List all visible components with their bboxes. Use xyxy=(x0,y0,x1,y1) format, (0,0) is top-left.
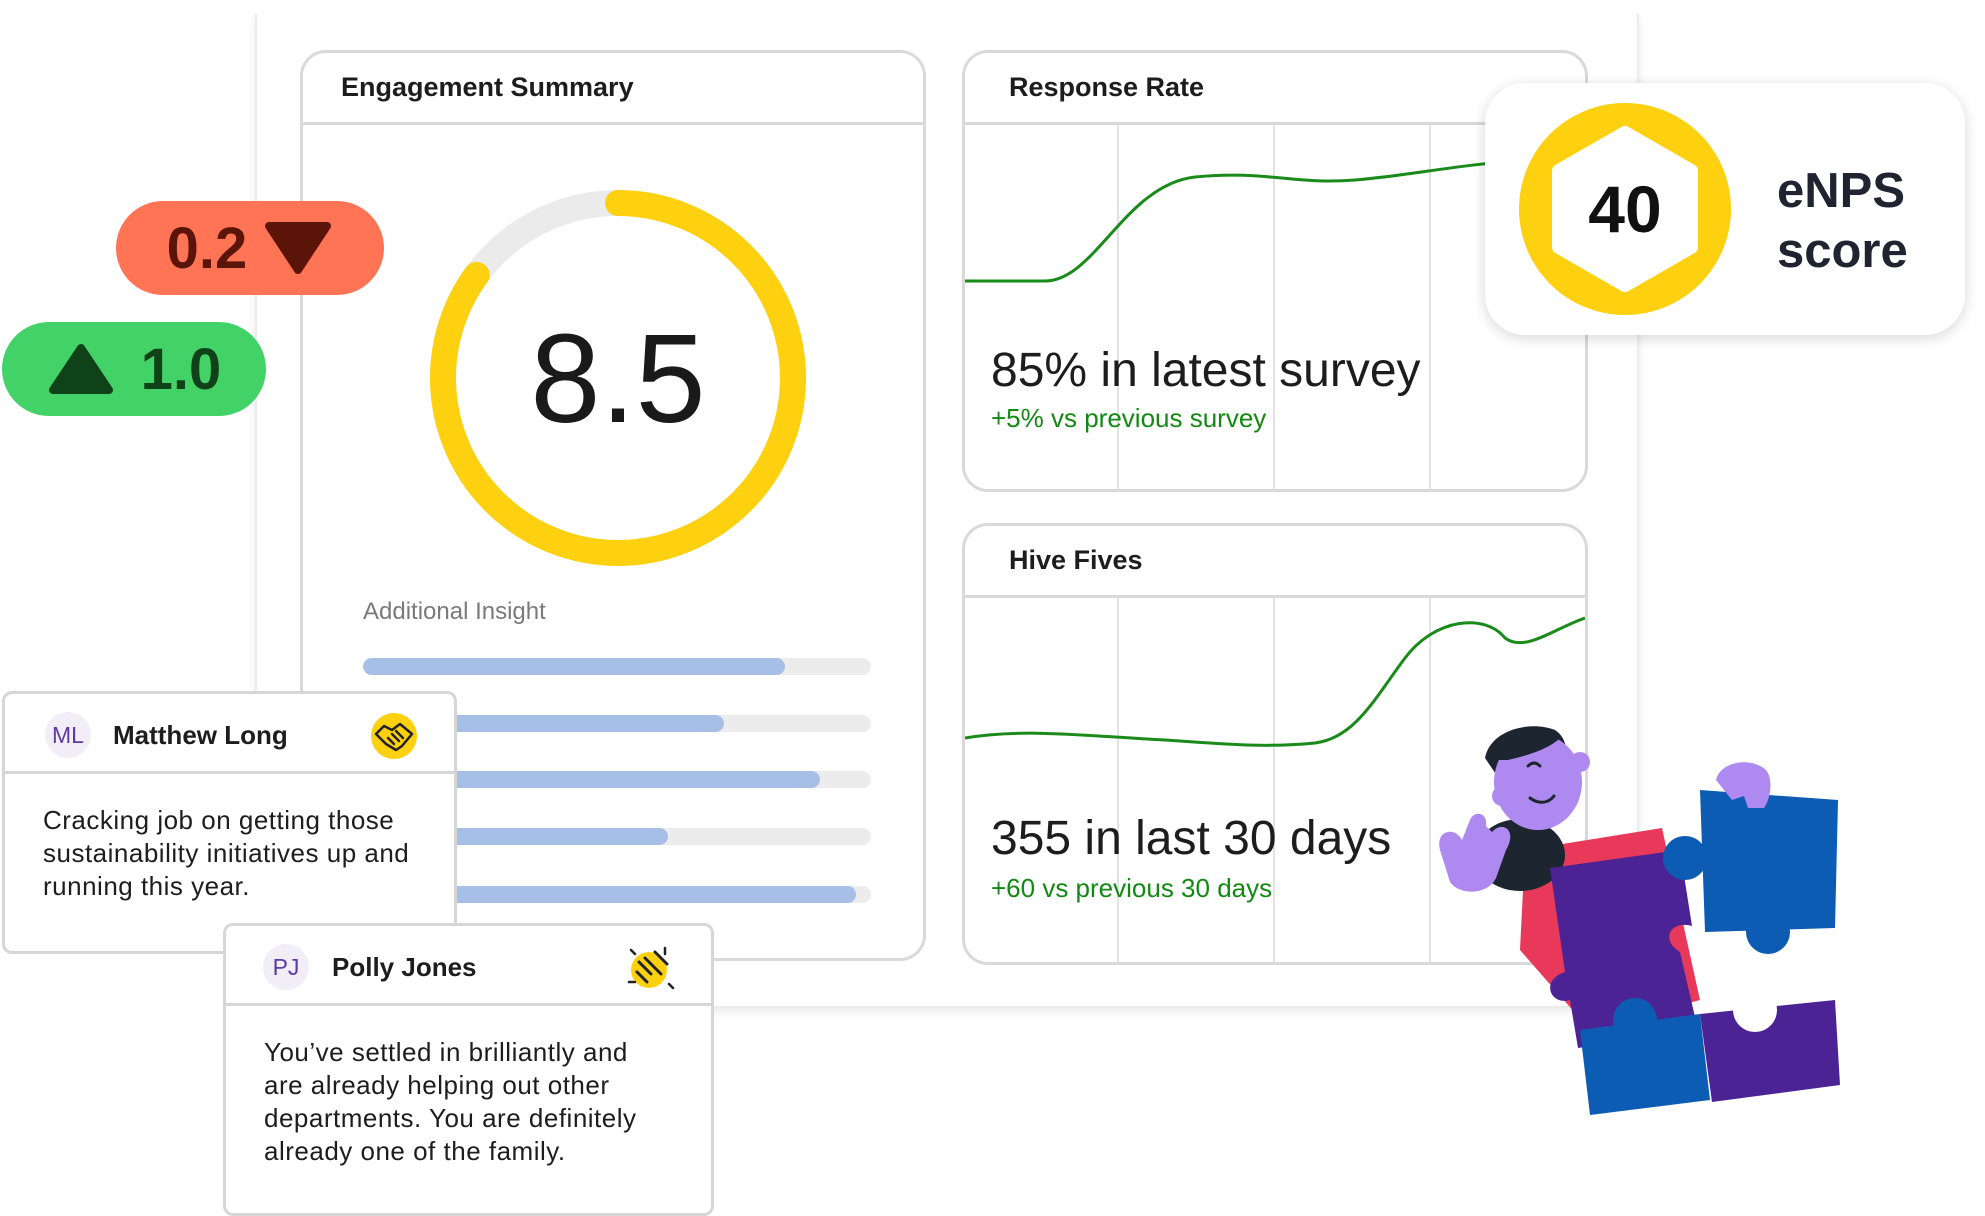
score-increase-badge: 1.0 xyxy=(2,322,266,416)
grid-line xyxy=(1429,125,1431,489)
response-rate-title: Response Rate xyxy=(965,53,1585,125)
response-rate-card: Response Rate 85% in latest survey +5% v… xyxy=(962,50,1588,492)
grid-line xyxy=(1429,598,1431,962)
insight-bar-fill xyxy=(363,658,785,675)
comment-header: PJ Polly Jones xyxy=(226,926,711,1006)
enps-label: eNPS score xyxy=(1777,161,1908,281)
response-rate-change: +5% vs previous survey xyxy=(991,403,1267,433)
comment-author: Matthew Long xyxy=(113,720,288,750)
hive-fives-title: Hive Fives xyxy=(965,526,1585,598)
hive-fives-change: +60 vs previous 30 days xyxy=(991,873,1273,903)
enps-score-card: 40 eNPS score xyxy=(1485,83,1965,335)
response-rate-stat: 85% in latest survey xyxy=(991,344,1421,397)
handshake-icon xyxy=(371,713,417,759)
gauge-progress-ring xyxy=(430,190,806,566)
score-decrease-badge: 0.2 xyxy=(116,201,384,295)
avatar: ML xyxy=(45,712,91,758)
plug-connect-icon xyxy=(627,946,675,990)
insight-bar xyxy=(363,771,871,788)
hive-fives-card: Hive Fives 355 in last 30 days +60 vs pr… xyxy=(962,523,1588,965)
avatar: PJ xyxy=(263,944,309,990)
grid-line xyxy=(1117,125,1119,489)
comment-text: Cracking job on getting those sustainabi… xyxy=(43,805,410,901)
insight-bar-fill xyxy=(363,771,821,788)
enps-hexagon-badge: 40 xyxy=(1519,103,1731,315)
engagement-score: 8.5 xyxy=(530,307,706,449)
person-with-puzzle-illustration xyxy=(1439,726,1840,1115)
comment-card: ML Matthew Long Cracking job on getting … xyxy=(2,691,457,954)
response-rate-trend-line xyxy=(965,159,1585,283)
triangle-down-icon xyxy=(265,222,332,274)
comment-header: ML Matthew Long xyxy=(5,694,454,774)
insight-bar xyxy=(363,658,871,675)
enps-label-line2: score xyxy=(1777,224,1908,278)
increase-value: 1.0 xyxy=(140,336,222,402)
decrease-value: 0.2 xyxy=(166,215,248,281)
enps-label-line1: eNPS xyxy=(1777,164,1906,218)
grid-line xyxy=(1117,598,1119,962)
hive-fives-trend-line xyxy=(965,616,1585,747)
comment-text: You’ve settled in brilliantly and are al… xyxy=(264,1037,637,1166)
engagement-summary-card: Engagement Summary 8.5 Additional Insigh… xyxy=(300,50,926,961)
additional-insight-label: Additional Insight xyxy=(363,598,546,625)
comment-author: Polly Jones xyxy=(332,952,477,982)
grid-line xyxy=(1273,125,1275,489)
enps-score-value: 40 xyxy=(1588,172,1662,246)
insight-bar-fill xyxy=(363,886,856,903)
hive-fives-stat: 355 in last 30 days xyxy=(991,812,1392,865)
engagement-gauge: 8.5 xyxy=(423,183,813,573)
triangle-up-icon xyxy=(48,344,113,394)
comment-card: PJ Polly Jones You’ve settled in brillia… xyxy=(223,923,714,1216)
grid-line xyxy=(1273,598,1275,962)
insight-bar xyxy=(363,886,871,903)
engagement-summary-title: Engagement Summary xyxy=(303,53,923,125)
